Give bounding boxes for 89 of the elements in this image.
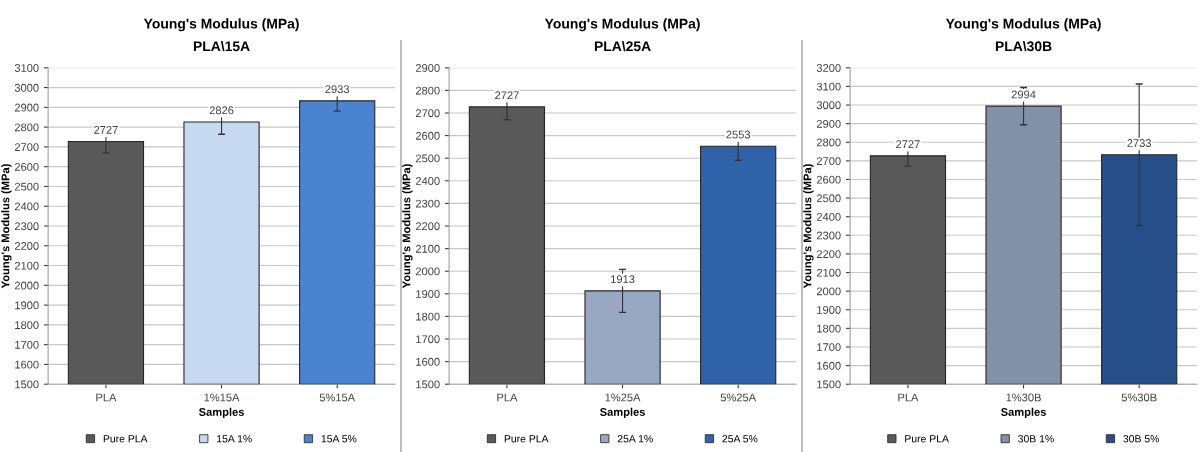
y-tick-label: 2500 <box>14 182 39 191</box>
x-tick-label: 1%30B <box>1006 393 1041 402</box>
y-tick-label: 2700 <box>14 143 39 152</box>
y-tick-label: 3200 <box>816 64 841 72</box>
y-tick-label: 2600 <box>415 131 440 140</box>
y-tick-label: 2100 <box>415 244 440 253</box>
y-tick-label: 2200 <box>816 250 841 259</box>
y-tick-label: 2600 <box>14 162 39 171</box>
y-tick-label: 1800 <box>817 324 841 333</box>
y-tick-label: 1500 <box>15 380 39 389</box>
legend-label: 25A 5% <box>722 435 758 443</box>
y-tick-label: 1800 <box>15 321 39 330</box>
y-tick-label: 2000 <box>816 287 841 296</box>
y-tick-label: 1900 <box>416 290 440 298</box>
y-tick-label: 2000 <box>14 281 39 290</box>
data-label: 2826 <box>209 106 234 115</box>
x-axis-title: Samples <box>1001 407 1046 419</box>
y-tick-label: 2900 <box>415 64 440 72</box>
y-tick-label: 1500 <box>416 380 440 389</box>
y-tick-label: 1600 <box>416 357 440 366</box>
y-tick-label: 3000 <box>14 83 39 92</box>
chart-subtitle: PLA\25A <box>594 40 651 52</box>
y-tick-label: 1700 <box>817 343 841 352</box>
y-tick-label: 2300 <box>415 199 440 208</box>
y-axis-title: Young's Modulus (MPa) <box>803 164 814 289</box>
y-tick-label: 3000 <box>816 101 841 110</box>
data-label: 2727 <box>896 140 920 148</box>
y-tick-label: 2800 <box>415 86 440 95</box>
chart-subtitle: PLA\15A <box>193 40 250 52</box>
legend-label: Pure PLA <box>103 435 148 443</box>
y-tick-label: 3100 <box>816 82 841 91</box>
y-tick-label: 2600 <box>816 175 841 184</box>
y-tick-label: 2900 <box>816 119 841 128</box>
y-tick-label: 1900 <box>15 301 39 310</box>
data-label: 1913 <box>611 275 635 284</box>
x-tick-label: 5%15A <box>319 393 356 402</box>
y-tick-label: 1500 <box>817 380 841 389</box>
legend-label: 15A 5% <box>321 435 357 443</box>
y-tick-label: 2300 <box>14 222 39 231</box>
y-tick-label: 2200 <box>14 242 39 250</box>
y-tick-label: 2800 <box>14 123 39 132</box>
y-tick-label: 2000 <box>415 267 440 276</box>
x-tick-label: 5%30B <box>1121 393 1157 402</box>
data-label: 2994 <box>1011 90 1036 99</box>
y-tick-label: 2700 <box>415 109 440 118</box>
y-tick-label: 3100 <box>14 64 39 72</box>
chart-title: Young's Modulus (MPa) <box>143 18 299 32</box>
y-tick-label: 2400 <box>14 202 39 211</box>
data-label: 2727 <box>495 91 519 100</box>
y-tick-label: 1600 <box>15 360 39 369</box>
legend-label: 25A 1% <box>617 435 653 443</box>
y-tick-label: 1700 <box>15 340 39 349</box>
y-tick-label: 2100 <box>14 261 39 270</box>
y-axis-title: Young's Modulus (MPa) <box>402 164 413 289</box>
legend-label: Pure PLA <box>905 435 949 443</box>
data-label: 2553 <box>726 130 751 139</box>
x-tick-label: PLA <box>497 393 518 402</box>
y-axis-title: Young's Modulus (MPa) <box>1 164 12 289</box>
y-tick-label: 2700 <box>816 157 841 165</box>
y-tick-label: 2200 <box>415 222 440 231</box>
legend-label: 30B 5% <box>1123 435 1160 443</box>
x-tick-label: PLA <box>96 393 117 402</box>
chart-title: Young's Modulus (MPa) <box>945 18 1101 32</box>
x-tick-label: 5%25A <box>720 393 757 402</box>
x-tick-label: PLA <box>898 393 919 402</box>
x-axis-title: Samples <box>600 407 645 419</box>
legend-label: 30B 1% <box>1018 435 1054 443</box>
y-tick-label: 2900 <box>14 103 39 112</box>
chart-title: Young's Modulus (MPa) <box>544 18 700 32</box>
chart-subtitle: PLA\30B <box>995 40 1052 52</box>
x-tick-label: 1%15A <box>204 393 240 402</box>
x-tick-label: 1%25A <box>605 393 641 402</box>
y-tick-label: 1700 <box>416 335 440 344</box>
data-label: 2727 <box>94 125 118 134</box>
y-tick-label: 2500 <box>415 154 440 163</box>
legend-label: 15A 1% <box>217 435 252 443</box>
y-tick-label: 2100 <box>816 268 841 277</box>
x-axis-title: Samples <box>199 407 244 419</box>
y-tick-label: 2800 <box>816 138 841 147</box>
y-tick-label: 1800 <box>416 312 440 321</box>
y-tick-label: 2400 <box>816 212 841 221</box>
y-tick-label: 2400 <box>415 177 440 185</box>
data-label: 2733 <box>1127 139 1152 147</box>
y-tick-label: 1900 <box>817 306 841 314</box>
legend-label: Pure PLA <box>504 435 549 443</box>
y-tick-label: 2300 <box>816 231 841 240</box>
y-tick-label: 1600 <box>817 361 841 370</box>
y-tick-label: 2500 <box>816 194 841 203</box>
data-label: 2933 <box>325 85 350 94</box>
